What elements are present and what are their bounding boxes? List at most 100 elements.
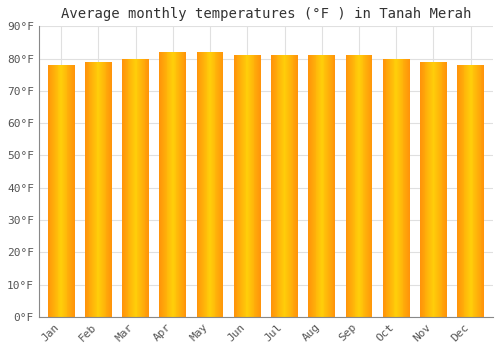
Bar xyxy=(109,62,110,317)
Bar xyxy=(72,65,73,317)
Bar xyxy=(98,62,100,317)
Bar xyxy=(203,52,204,317)
Bar xyxy=(138,58,139,317)
Bar xyxy=(92,62,93,317)
Bar xyxy=(179,52,180,317)
Bar xyxy=(321,55,322,317)
Bar xyxy=(259,55,260,317)
Bar xyxy=(429,62,430,317)
Bar xyxy=(246,55,248,317)
Bar xyxy=(362,55,364,317)
Bar xyxy=(292,55,294,317)
Bar xyxy=(318,55,319,317)
Bar xyxy=(409,58,410,317)
Bar xyxy=(88,62,90,317)
Bar xyxy=(250,55,251,317)
Bar xyxy=(440,62,442,317)
Bar xyxy=(235,55,236,317)
Bar xyxy=(468,65,469,317)
Bar xyxy=(386,58,388,317)
Bar xyxy=(126,58,128,317)
Bar xyxy=(168,52,170,317)
Bar xyxy=(221,52,222,317)
Bar xyxy=(160,52,161,317)
Bar xyxy=(422,62,423,317)
Bar xyxy=(294,55,296,317)
Bar xyxy=(389,58,390,317)
Bar xyxy=(148,58,149,317)
Bar xyxy=(286,55,287,317)
Bar xyxy=(86,62,87,317)
Bar xyxy=(273,55,274,317)
Bar xyxy=(288,55,289,317)
Bar xyxy=(124,58,125,317)
Bar xyxy=(398,58,399,317)
Bar xyxy=(272,55,273,317)
Bar xyxy=(122,58,123,317)
Bar xyxy=(133,58,134,317)
Bar xyxy=(128,58,130,317)
Bar xyxy=(143,58,144,317)
Bar xyxy=(173,52,174,317)
Bar xyxy=(210,52,211,317)
Bar xyxy=(332,55,334,317)
Bar xyxy=(241,55,242,317)
Bar xyxy=(320,55,321,317)
Bar xyxy=(204,52,206,317)
Bar xyxy=(182,52,184,317)
Bar xyxy=(50,65,51,317)
Bar xyxy=(200,52,201,317)
Bar xyxy=(434,62,436,317)
Bar xyxy=(130,58,131,317)
Bar xyxy=(258,55,259,317)
Bar xyxy=(311,55,312,317)
Bar xyxy=(361,55,362,317)
Bar xyxy=(445,62,446,317)
Bar xyxy=(367,55,368,317)
Bar xyxy=(400,58,402,317)
Bar xyxy=(53,65,54,317)
Bar xyxy=(458,65,459,317)
Bar xyxy=(358,55,359,317)
Bar xyxy=(214,52,216,317)
Bar xyxy=(370,55,372,317)
Bar xyxy=(466,65,467,317)
Bar xyxy=(477,65,478,317)
Bar xyxy=(139,58,140,317)
Bar xyxy=(95,62,96,317)
Bar xyxy=(432,62,434,317)
Bar xyxy=(391,58,392,317)
Bar xyxy=(108,62,109,317)
Bar xyxy=(104,62,106,317)
Bar xyxy=(136,58,138,317)
Bar xyxy=(404,58,405,317)
Bar xyxy=(279,55,280,317)
Bar xyxy=(201,52,202,317)
Bar xyxy=(90,62,91,317)
Bar xyxy=(243,55,244,317)
Bar xyxy=(162,52,163,317)
Bar xyxy=(439,62,440,317)
Bar xyxy=(330,55,332,317)
Bar xyxy=(479,65,480,317)
Bar xyxy=(308,55,310,317)
Bar xyxy=(110,62,111,317)
Bar xyxy=(328,55,329,317)
Bar xyxy=(87,62,88,317)
Bar xyxy=(290,55,291,317)
Bar xyxy=(244,55,246,317)
Bar xyxy=(329,55,330,317)
Bar xyxy=(256,55,257,317)
Bar xyxy=(424,62,426,317)
Bar xyxy=(164,52,165,317)
Bar xyxy=(131,58,132,317)
Bar xyxy=(103,62,104,317)
Bar xyxy=(100,62,101,317)
Bar xyxy=(134,58,136,317)
Bar xyxy=(467,65,468,317)
Bar xyxy=(282,55,283,317)
Bar xyxy=(437,62,438,317)
Bar xyxy=(73,65,74,317)
Bar xyxy=(63,65,64,317)
Bar xyxy=(254,55,256,317)
